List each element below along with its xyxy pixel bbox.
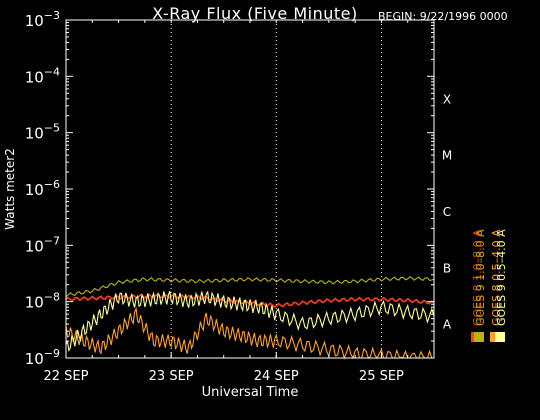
series-line: [65, 306, 434, 360]
flare-class-a: A: [443, 318, 452, 332]
x-tick-label: 23 SEP: [149, 369, 194, 384]
legend-swatch: [474, 332, 484, 342]
y-tick-label: 10−8: [25, 291, 60, 312]
chart-title: X-Ray Flux (Five Minute): [152, 4, 358, 23]
y-tick-label: 10−5: [25, 122, 60, 143]
x-axis-ticks: 22 SEP 23 SEP 24 SEP 25 SEP: [44, 20, 435, 384]
legend-label: GOES 8 0.5–4.0 A: [490, 229, 503, 326]
x-tick-label: 25 SEP: [359, 369, 404, 384]
legend-label: GOES 9 0.5–4.0 A: [495, 229, 508, 326]
y-tick-label: 10−6: [25, 178, 60, 199]
flare-class-c: C: [443, 205, 451, 219]
y-axis-ticks: 10−9 10−8 10−7 10−6 10−5 10−4 10−3: [25, 9, 434, 368]
flare-class-m: M: [442, 149, 452, 163]
y-tick-label: 10−3: [25, 9, 60, 30]
x-tick-label: 24 SEP: [254, 369, 299, 384]
y-tick-label: 10−4: [25, 65, 60, 86]
series-line: [65, 290, 435, 353]
x-tick-label: 22 SEP: [44, 369, 89, 384]
flare-class-x: X: [443, 92, 451, 106]
legend-label: GOES 8 1.0–8.0 A: [471, 229, 484, 326]
legend-swatch: [495, 332, 505, 342]
legend-label: GOES 9 1.0–8.0 A: [474, 229, 487, 326]
plot-frame: [65, 19, 435, 359]
flare-class-labels: A B C M X: [442, 92, 452, 331]
x-axis-label: Universal Time: [202, 385, 299, 400]
y-axis-label: Watts meter2: [3, 148, 17, 230]
series-line: [65, 275, 435, 298]
series-lines: [65, 275, 435, 360]
y-tick-label: 10−7: [25, 234, 60, 255]
y-tick-label: 10−9: [25, 347, 60, 368]
flare-class-b: B: [443, 261, 451, 275]
grid: [170, 20, 382, 358]
